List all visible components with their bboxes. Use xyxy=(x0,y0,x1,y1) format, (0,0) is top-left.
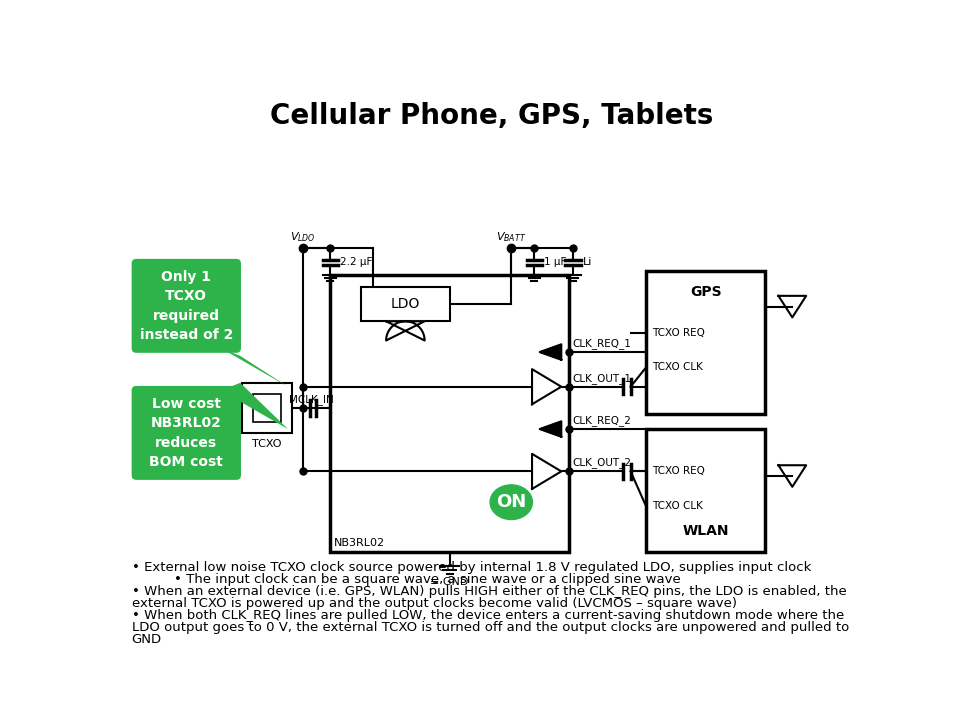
Text: Cellular Phone, GPS, Tablets: Cellular Phone, GPS, Tablets xyxy=(271,102,713,130)
Text: LDO: LDO xyxy=(391,297,420,311)
Polygon shape xyxy=(221,383,288,429)
Bar xyxy=(646,429,765,552)
Text: CLK_REQ_1: CLK_REQ_1 xyxy=(573,338,632,349)
Text: TCXO CLK: TCXO CLK xyxy=(652,501,703,511)
FancyBboxPatch shape xyxy=(132,259,241,353)
Text: Low cost
NB3RL02
reduces
BOM cost: Low cost NB3RL02 reduces BOM cost xyxy=(150,397,224,469)
Text: GND: GND xyxy=(132,633,162,646)
Bar xyxy=(646,271,765,414)
Bar xyxy=(330,275,569,552)
Text: CLK_OUT_1: CLK_OUT_1 xyxy=(573,373,632,384)
Text: LDO output goes to 0 V, the external TCXO is turned off and the output clocks ar: LDO output goes to 0 V, the external TCX… xyxy=(132,621,849,634)
Text: TCXO REQ: TCXO REQ xyxy=(652,328,705,338)
Text: ON: ON xyxy=(496,493,526,511)
Text: NB3RL02: NB3RL02 xyxy=(334,539,385,549)
Text: GPS: GPS xyxy=(690,285,722,299)
Polygon shape xyxy=(532,369,562,404)
Text: Only 1
TCXO
required
instead of 2: Only 1 TCXO required instead of 2 xyxy=(139,269,233,342)
Polygon shape xyxy=(540,344,562,360)
Polygon shape xyxy=(221,348,288,387)
FancyBboxPatch shape xyxy=(132,386,241,480)
Polygon shape xyxy=(386,321,424,341)
Text: TCXO REQ: TCXO REQ xyxy=(652,467,705,477)
Text: MCLK_IN: MCLK_IN xyxy=(289,394,333,405)
Text: Li: Li xyxy=(583,257,592,267)
Text: CLK_REQ_2: CLK_REQ_2 xyxy=(573,415,632,426)
Text: • When both CLK_REQ lines are pulled LOW, the device enters a current-saving shu: • When both CLK_REQ lines are pulled LOW… xyxy=(132,609,844,622)
Text: ≡ GND: ≡ GND xyxy=(430,577,468,587)
Ellipse shape xyxy=(490,485,533,520)
Bar xyxy=(361,287,449,321)
Text: • When an external device (i.e. GPS, WLAN) pulls HIGH either of the CLK_REQ pins: • When an external device (i.e. GPS, WLA… xyxy=(132,585,847,598)
Text: 2.2 μF: 2.2 μF xyxy=(340,257,372,267)
Text: CLK_OUT_2: CLK_OUT_2 xyxy=(573,457,632,468)
Bar xyxy=(252,394,281,422)
Polygon shape xyxy=(779,296,806,318)
Text: TCXO: TCXO xyxy=(252,439,281,449)
Text: $V_{BATT}$: $V_{BATT}$ xyxy=(496,230,526,244)
Bar xyxy=(242,383,292,433)
Text: • The input clock can be a square wave, a sine wave or a clipped sine wave: • The input clock can be a square wave, … xyxy=(174,573,681,586)
Text: $V_{LDO}$: $V_{LDO}$ xyxy=(291,230,316,244)
Polygon shape xyxy=(540,421,562,437)
Polygon shape xyxy=(779,465,806,487)
Text: TCXO CLK: TCXO CLK xyxy=(652,362,703,372)
Text: 1 μF: 1 μF xyxy=(544,257,566,267)
Text: • External low noise TCXO clock source powered by internal 1.8 V regulated LDO, : • External low noise TCXO clock source p… xyxy=(132,562,811,575)
Text: WLAN: WLAN xyxy=(683,524,729,539)
Text: external TCXO is powered up and the output clocks become valid (LVCMOS – square : external TCXO is powered up and the outp… xyxy=(132,598,736,611)
Polygon shape xyxy=(532,454,562,489)
